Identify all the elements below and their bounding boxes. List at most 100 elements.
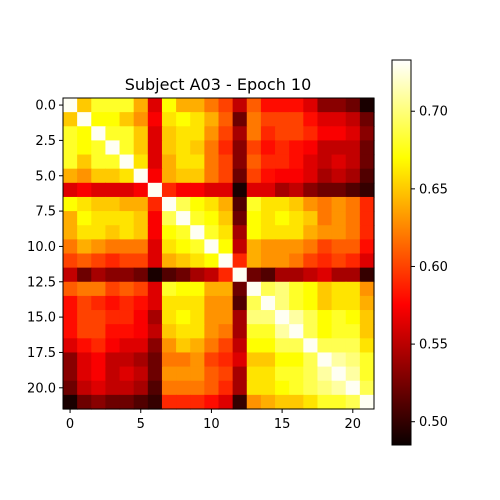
heatmap-cell xyxy=(289,267,304,283)
heatmap-cell xyxy=(289,253,304,269)
heatmap-cell xyxy=(218,239,234,255)
heatmap-cell xyxy=(317,140,333,156)
heatmap-cell xyxy=(345,267,361,283)
heatmap-cell xyxy=(246,253,262,269)
heatmap-cell xyxy=(317,154,333,170)
heatmap-cell xyxy=(190,211,205,226)
heatmap-cell xyxy=(161,253,177,269)
heatmap-cell xyxy=(105,267,121,283)
heatmap-cell xyxy=(359,338,375,354)
heatmap-cell xyxy=(359,324,375,339)
heatmap-cell xyxy=(303,366,319,382)
heatmap-cell xyxy=(63,338,78,354)
heatmap-cell xyxy=(317,253,333,269)
heatmap-cell xyxy=(317,394,333,410)
heatmap-cell xyxy=(218,295,234,311)
heatmap-cell xyxy=(147,140,163,156)
heatmap-cell xyxy=(176,239,191,255)
heatmap-cell xyxy=(147,352,163,368)
heatmap-cell xyxy=(359,239,375,255)
heatmap-cell xyxy=(63,182,78,198)
heatmap-cell xyxy=(190,380,205,396)
heatmap-cell xyxy=(77,126,92,142)
heatmap-cell xyxy=(260,281,276,297)
heatmap-cell xyxy=(105,168,121,184)
x-tick-label: 10 xyxy=(203,417,220,432)
heatmap-cell xyxy=(260,310,276,325)
heatmap-cell xyxy=(176,98,191,113)
heatmap-cell xyxy=(147,182,163,198)
heatmap-cell xyxy=(303,380,319,396)
heatmap-cell xyxy=(303,352,319,368)
heatmap-cell xyxy=(260,338,276,354)
heatmap-cell xyxy=(119,310,135,325)
heatmap-cell xyxy=(77,225,92,240)
heatmap-cell xyxy=(119,196,135,212)
heatmap-cell xyxy=(91,140,107,156)
heatmap-cell xyxy=(317,182,333,198)
heatmap-cell xyxy=(260,112,276,127)
heatmap-cell xyxy=(176,267,191,283)
heatmap-cell xyxy=(359,295,375,311)
heatmap-cell xyxy=(218,98,234,113)
heatmap-cell xyxy=(289,295,304,311)
heatmap-cell xyxy=(133,380,149,396)
heatmap-cell xyxy=(161,239,177,255)
heatmap-cell xyxy=(147,380,163,396)
heatmap-cell xyxy=(190,267,205,283)
y-tick-label: 20.0 xyxy=(27,381,56,396)
heatmap-cell xyxy=(275,211,290,226)
heatmap-cell xyxy=(246,267,262,283)
heatmap-cell xyxy=(105,380,121,396)
heatmap-cell xyxy=(161,140,177,156)
heatmap-cell xyxy=(91,154,107,170)
heatmap-cell xyxy=(345,253,361,269)
heatmap-cell xyxy=(176,310,191,325)
heatmap-cell xyxy=(317,366,333,382)
heatmap-cell xyxy=(105,196,121,212)
heatmap-cell xyxy=(161,196,177,212)
heatmap-cell xyxy=(246,239,262,255)
heatmap-cell xyxy=(260,126,276,142)
heatmap-cell xyxy=(63,394,78,410)
heatmap-cell xyxy=(176,196,191,212)
heatmap-cell xyxy=(275,182,290,198)
heatmap-cell xyxy=(147,211,163,226)
heatmap-cell xyxy=(359,168,375,184)
heatmap-cell xyxy=(331,338,347,354)
heatmap-cell xyxy=(63,126,78,142)
heatmap-cell xyxy=(359,112,375,127)
heatmap-cell xyxy=(345,112,361,127)
heatmap-cell xyxy=(133,281,149,297)
heatmap-cell xyxy=(91,168,107,184)
heatmap-cell xyxy=(147,324,163,339)
heatmap-cell xyxy=(246,154,262,170)
heatmap-cell xyxy=(63,380,78,396)
heatmap-cell xyxy=(359,196,375,212)
heatmap-cell xyxy=(289,140,304,156)
heatmap-cell xyxy=(331,154,347,170)
heatmap-cell xyxy=(190,112,205,127)
heatmap-cell xyxy=(77,295,92,311)
heatmap-cell xyxy=(232,140,248,156)
heatmap-cell xyxy=(359,281,375,297)
heatmap-cell xyxy=(133,182,149,198)
heatmap-cell xyxy=(176,154,191,170)
heatmap-cell xyxy=(161,225,177,240)
heatmap-cell xyxy=(275,98,290,113)
heatmap-cell xyxy=(77,338,92,354)
heatmap-cell xyxy=(345,324,361,339)
heatmap-cell xyxy=(176,394,191,410)
heatmap-cell xyxy=(204,267,220,283)
heatmap-cell xyxy=(204,168,220,184)
heatmap-cell xyxy=(232,338,248,354)
heatmap-cell xyxy=(232,196,248,212)
heatmap-cell xyxy=(190,182,205,198)
heatmap-cell xyxy=(147,98,163,113)
heatmap-cell xyxy=(331,310,347,325)
heatmap-cell xyxy=(232,310,248,325)
heatmap-cell xyxy=(190,310,205,325)
heatmap-cell xyxy=(331,140,347,156)
heatmap-cell xyxy=(161,338,177,354)
heatmap-cell xyxy=(359,211,375,226)
